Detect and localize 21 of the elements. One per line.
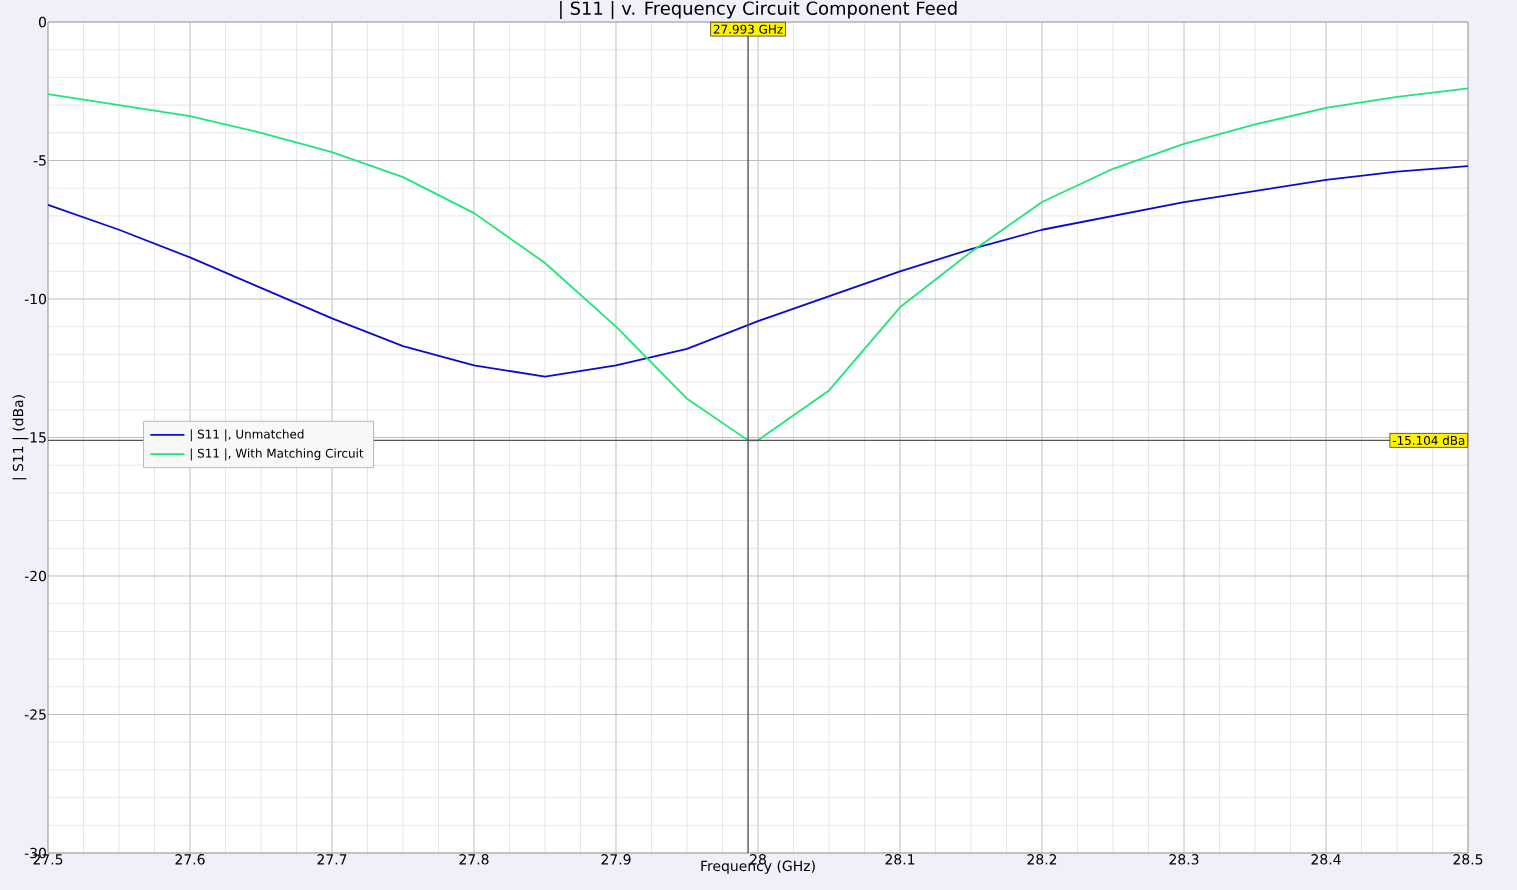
ref-line-label: -15.104 dBa [1392,435,1465,445]
x-tick-label: 27.6 [175,854,205,865]
x-tick-label: 28.5 [1453,854,1483,865]
x-tick-label: 28.3 [1169,854,1199,865]
y-tick-label: -15 [24,432,46,443]
legend-label: | S11 |, Unmatched [190,429,304,442]
y-tick-label: -10 [24,293,46,305]
x-tick-label: 27.9 [601,854,631,865]
y-tick-label: -25 [24,709,46,720]
x-tick-label: 28.1 [885,854,915,865]
y-tick-label: -5 [33,155,46,166]
legend-label: | S11 |, With Matching Circuit [190,448,364,461]
x-tick-label: 28.4 [1311,854,1341,865]
y-tick-label: -20 [24,570,46,582]
x-tick-label: 27.8 [459,854,489,865]
y-tick-label: 0 [38,16,46,28]
x-tick-label: 28.2 [1027,854,1057,865]
x-tick-label: 27.7 [317,854,347,865]
ref-line-label: 27.993 GHz [713,24,783,34]
chart-title: | S11 | v. Frequency Circuit Component Feed [560,0,957,19]
y-axis-title: | S11 | (dBa) [12,395,27,480]
